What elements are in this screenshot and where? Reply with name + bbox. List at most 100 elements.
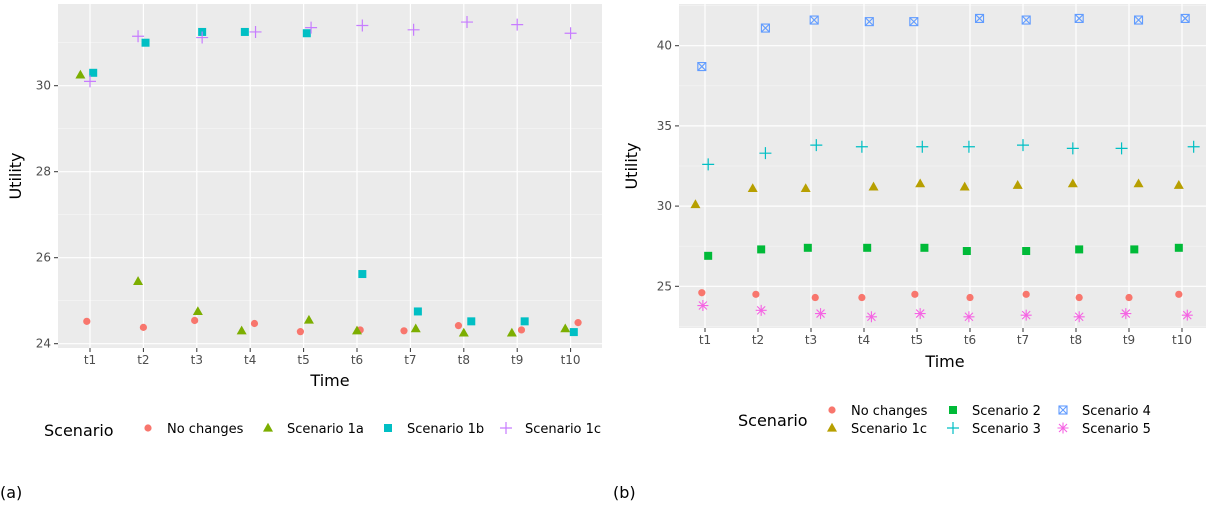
x-tick-label: t6 — [964, 333, 976, 347]
legend-label: Scenario 1c — [851, 422, 927, 437]
data-point — [400, 327, 408, 335]
data-point — [698, 289, 706, 297]
panel-b-x-ticks: t1 t2 t3 t4 t5 t6 t7 t8 t9 t10 — [699, 328, 1192, 347]
data-point — [454, 322, 463, 330]
data-point — [974, 13, 985, 23]
y-tick-label: 40 — [657, 39, 672, 53]
data-point — [868, 181, 879, 191]
panel-b-legend-title: Scenario — [738, 411, 808, 430]
legend-key — [827, 422, 837, 432]
legend-key — [384, 424, 392, 432]
panel-b-x-axis-title: Time — [924, 352, 964, 371]
panel-b-grid — [679, 4, 1206, 328]
data-point — [747, 183, 758, 193]
data-point — [517, 326, 526, 334]
data-point — [467, 317, 476, 326]
y-tick-label: 35 — [657, 119, 672, 133]
data-point — [1074, 13, 1084, 23]
data-point — [358, 270, 367, 279]
data-point — [133, 276, 144, 285]
data-point — [1187, 140, 1200, 153]
data-point — [1120, 308, 1132, 320]
data-point — [916, 140, 929, 153]
data-point — [1125, 293, 1133, 302]
x-tick-label: t7 — [1017, 333, 1029, 347]
legend-label: Scenario 1a — [287, 422, 364, 437]
x-tick-label: t5 — [297, 353, 309, 367]
panel-a-x-ticks: t1 t2 t3 t4 t5 t6 t7 t8 t9 t10 — [84, 348, 581, 367]
x-tick-label: t2 — [752, 333, 764, 347]
data-point — [520, 317, 529, 326]
data-point — [755, 304, 767, 316]
data-point — [858, 293, 866, 302]
data-point — [139, 323, 147, 331]
data-point — [966, 293, 974, 302]
panel-a-legend-title: Scenario — [44, 421, 114, 440]
data-point — [1021, 15, 1031, 25]
x-tick-label: t1 — [699, 333, 711, 347]
data-point — [752, 290, 760, 298]
legend-label: No changes — [167, 422, 244, 437]
data-point — [915, 178, 926, 188]
data-point — [909, 17, 919, 27]
x-tick-label: t4 — [244, 353, 256, 367]
data-point — [803, 243, 812, 252]
legend-key — [144, 424, 152, 432]
data-point — [250, 319, 259, 328]
data-point — [75, 69, 86, 79]
data-point — [569, 328, 578, 337]
panel-b: 25 30 35 40 t1 t2 t3 t4 t5 t6 t7 t8 t9 t10 Time Util… — [613, 4, 1206, 502]
y-tick-label: 25 — [657, 279, 672, 293]
legend-key — [828, 406, 836, 414]
data-point — [704, 251, 713, 260]
data-point — [89, 68, 98, 77]
data-point — [302, 29, 311, 38]
data-point — [811, 293, 819, 302]
y-tick-label: 26 — [36, 251, 51, 265]
data-point — [574, 319, 582, 327]
data-point — [864, 17, 874, 27]
panel-b-label: (b) — [613, 483, 636, 502]
data-point — [236, 325, 247, 335]
panel-b-y-axis-title: Utility — [622, 142, 641, 189]
data-point — [303, 314, 314, 324]
data-point — [697, 300, 709, 312]
data-point — [1020, 309, 1032, 321]
data-point — [1073, 311, 1085, 323]
data-point — [407, 23, 420, 36]
legend-key — [1058, 405, 1068, 415]
data-point — [352, 325, 362, 335]
legend-key — [1057, 422, 1069, 434]
panel-a-y-axis-title: Utility — [6, 152, 25, 199]
data-point — [1180, 13, 1190, 23]
legend-key — [949, 406, 957, 414]
data-point — [1066, 142, 1079, 155]
panel-a-background — [58, 4, 602, 348]
legend-key — [500, 422, 512, 434]
data-point — [962, 247, 971, 256]
data-point — [760, 23, 770, 33]
panel-a-grid — [58, 4, 602, 348]
x-tick-label: t3 — [805, 333, 817, 347]
y-tick-label: 24 — [36, 337, 51, 351]
data-point — [914, 308, 926, 320]
y-tick-label: 30 — [36, 79, 51, 93]
data-point — [962, 140, 975, 153]
data-point — [132, 30, 145, 43]
x-tick-label: t3 — [191, 353, 203, 367]
x-tick-label: t10 — [561, 353, 581, 367]
data-point — [959, 181, 970, 191]
y-tick-label: 30 — [657, 199, 672, 213]
data-point — [1115, 142, 1128, 155]
legend-label: Scenario 1c — [525, 422, 601, 437]
data-point — [1133, 15, 1144, 25]
data-point — [815, 308, 827, 320]
panel-b-legend: Scenario No changes Scenario 1c Scenario 2… — [738, 404, 1151, 437]
data-point — [191, 316, 199, 325]
panel-a-legend: Scenario No changes Scenario 1a Scenario 1… — [44, 421, 601, 440]
data-point — [863, 243, 872, 252]
data-point — [1133, 178, 1144, 188]
data-point — [1075, 293, 1083, 302]
data-point — [1173, 180, 1184, 189]
